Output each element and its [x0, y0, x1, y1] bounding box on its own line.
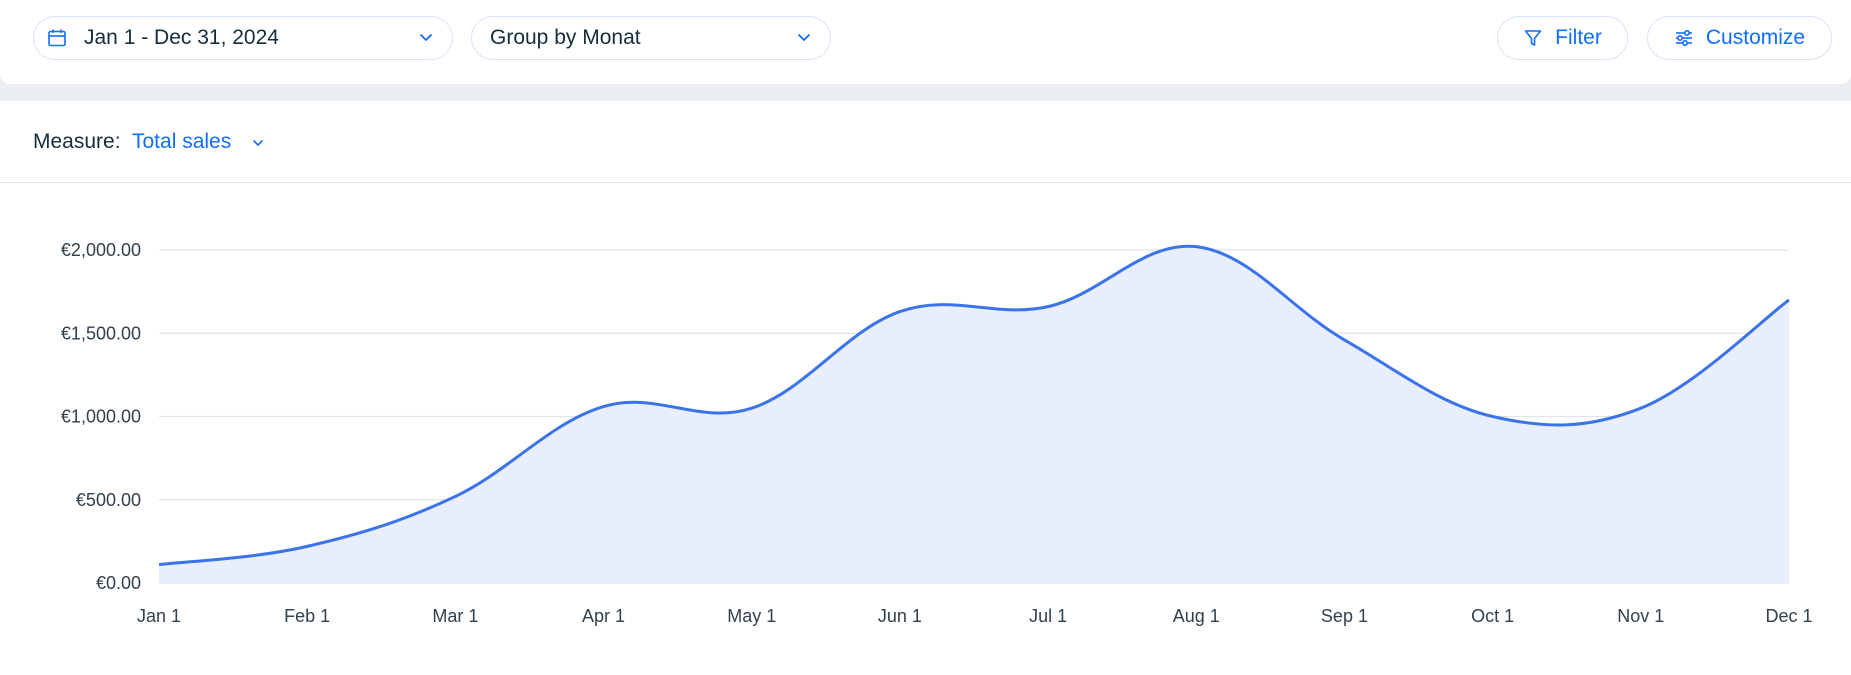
series-line	[158, 244, 1790, 567]
x-tick-label: Dec 1	[1765, 606, 1812, 626]
x-tick-label: May 1	[727, 606, 776, 626]
calendar-icon	[47, 28, 67, 48]
x-tick-label: Apr 1	[582, 606, 625, 626]
chevron-down-icon	[418, 29, 434, 50]
x-tick-label: Feb 1	[284, 606, 330, 626]
measure-row: Measure: Total sales	[0, 101, 1851, 183]
report-toolbar: Jan 1 - Dec 31, 2024 Group by Monat Filt…	[0, 0, 1851, 84]
chevron-down-icon[interactable]	[251, 136, 265, 155]
y-tick-label: €1,500.00	[61, 323, 141, 343]
sliders-icon	[1674, 28, 1694, 48]
x-tick-label: Aug 1	[1173, 606, 1220, 626]
x-axis-tick-labels: Jan 1 Feb 1 Mar 1 Apr 1 May 1 Jun 1 Jul 1 Aug 1…	[137, 606, 1813, 626]
filter-button[interactable]: Filter	[1497, 16, 1628, 60]
measure-dropdown[interactable]: Total sales	[132, 130, 232, 153]
y-tick-label: €0.00	[96, 573, 141, 593]
chevron-down-icon	[796, 29, 812, 50]
measure-label: Measure:	[33, 130, 121, 153]
x-tick-label: Jul 1	[1029, 606, 1067, 626]
date-range-picker[interactable]: Jan 1 - Dec 31, 2024	[33, 16, 453, 60]
filter-icon	[1523, 28, 1543, 48]
customize-button[interactable]: Customize	[1647, 16, 1832, 60]
series-area-fill	[159, 246, 1789, 583]
x-tick-label: Nov 1	[1617, 606, 1664, 626]
x-tick-label: Jan 1	[137, 606, 181, 626]
date-range-label: Jan 1 - Dec 31, 2024	[84, 26, 279, 49]
x-tick-label: Sep 1	[1321, 606, 1368, 626]
filter-label: Filter	[1555, 26, 1602, 49]
y-tick-label: €1,000.00	[61, 407, 141, 427]
group-by-label: Group by Monat	[490, 26, 641, 49]
customize-label: Customize	[1705, 26, 1806, 49]
x-tick-label: Jun 1	[878, 606, 922, 626]
y-tick-label: €500.00	[76, 490, 141, 510]
group-by-dropdown[interactable]: Group by Monat	[471, 16, 831, 60]
x-tick-label: Oct 1	[1471, 606, 1514, 626]
x-tick-label: Mar 1	[432, 606, 478, 626]
y-axis-tick-labels: €0.00 €500.00 €1,000.00 €1,500.00 €2,000.00	[61, 240, 141, 593]
y-tick-label: €2,000.00	[61, 240, 141, 260]
